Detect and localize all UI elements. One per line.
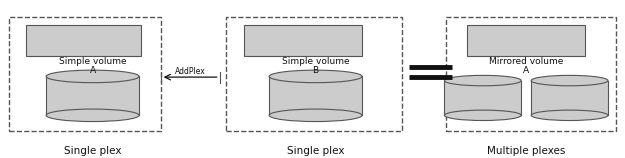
Bar [226,17,402,131]
Ellipse shape [269,70,362,83]
Text: A: A [89,66,96,75]
Text: Simple volume: Simple volume [282,57,349,66]
Bar [46,76,139,115]
Bar [26,25,141,56]
Bar [9,17,161,131]
Text: B: B [312,66,319,75]
Text: Single plex: Single plex [64,146,121,156]
Ellipse shape [46,109,139,122]
Text: Multiple plexes: Multiple plexes [487,146,566,156]
Bar [468,25,585,56]
Ellipse shape [269,109,362,122]
Text: Simple volume: Simple volume [59,57,126,66]
Text: A: A [523,66,529,75]
Bar [531,81,608,115]
Text: Single plex: Single plex [287,146,344,156]
Ellipse shape [46,70,139,83]
Ellipse shape [444,110,521,121]
Text: Mirrored volume: Mirrored volume [489,57,563,66]
Bar [269,76,362,115]
Ellipse shape [531,75,608,86]
Ellipse shape [531,110,608,121]
Ellipse shape [444,75,521,86]
Bar [446,17,616,131]
Bar [444,81,521,115]
Bar [244,25,362,56]
Text: AddPlex: AddPlex [174,67,205,76]
